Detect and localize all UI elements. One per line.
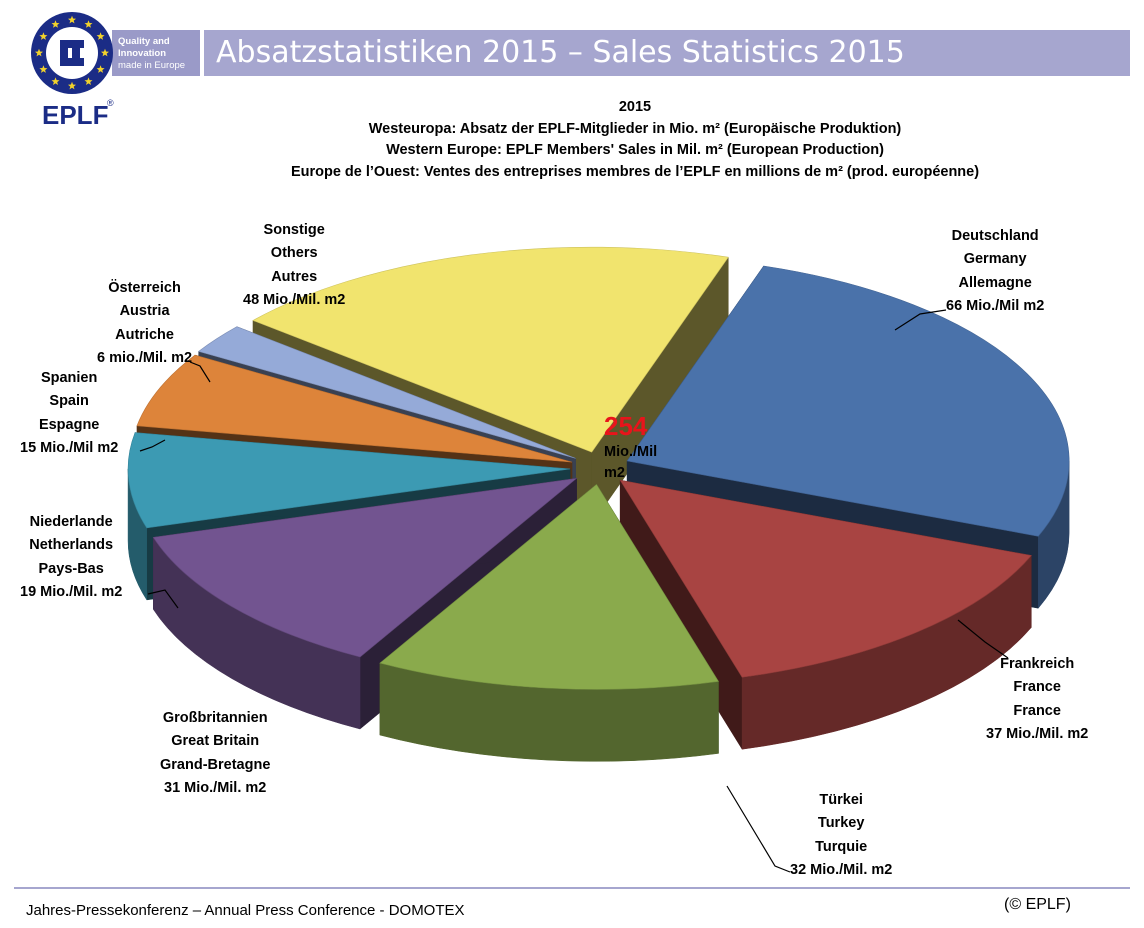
logo-registered-mark: ® <box>107 98 114 108</box>
logo-badge-line-2: Innovation <box>118 48 166 59</box>
total-unit: Mio./Mil m2 <box>604 444 658 481</box>
pie-slice-turkey <box>379 483 719 762</box>
logo-badge <box>112 30 200 76</box>
leader-turkey <box>726 785 791 873</box>
slice-label-line: Grand-Bretagne <box>160 756 271 773</box>
footer-divider <box>14 887 1130 889</box>
leader-austria <box>189 361 211 383</box>
logo-star-icon <box>51 77 60 85</box>
total-annotation: 254 Mio./Mil m2 <box>604 410 680 484</box>
logo-star-icon <box>96 32 105 40</box>
chart-title-de: Westeuropa: Absatz der EPLF-Mitglieder i… <box>368 120 902 137</box>
slice-label-great-britain: Großbritannien Great Britain Grand-Breta… <box>160 707 270 800</box>
leader-spain <box>139 439 166 452</box>
slice-label-france: Frankreich France France 37 Mio./Mil. m2 <box>986 653 1088 746</box>
slice-label-value: 6 mio./Mil. m2 <box>97 349 193 366</box>
slice-label-turkey: Türkei Turkey Turquie 32 Mio./Mil. m2 <box>790 789 892 882</box>
title-banner: Absatzstatistiken 2015 – Sales Statistic… <box>204 30 1130 76</box>
slice-label-value: 37 Mio./Mil. m2 <box>986 725 1089 742</box>
total-value: 254 <box>604 411 648 441</box>
footer-text: Jahres-Pressekonferenz – Annual Press Co… <box>26 902 465 919</box>
leader-netherlands <box>147 589 179 609</box>
pie-slice-france <box>619 479 1032 751</box>
logo-star-icon <box>84 77 93 85</box>
slice-label-value: 19 Mio./Mil. m2 <box>20 583 123 600</box>
pie-slice-top <box>127 432 571 529</box>
slice-label-line: Sonstige <box>263 222 325 238</box>
slice-label-value: 48 Mio./Mil. m2 <box>243 291 346 308</box>
copyright: (© EPLF) <box>1004 896 1071 913</box>
logo-star-icon <box>101 48 109 57</box>
chart-title-fr: Europe de l’Ouest: Ventes des entreprise… <box>290 163 980 180</box>
slice-label-value: 31 Mio./Mil. m2 <box>164 779 267 796</box>
slice-label-others: Sonstige Others Autres 48 Mio./Mil. m2 <box>243 219 345 312</box>
logo-star-icon <box>35 48 43 57</box>
chart-title-en: Western Europe: EPLF Members' Sales in M… <box>386 142 884 158</box>
logo-star-icon <box>39 32 48 40</box>
pie-slice-top <box>626 265 1070 537</box>
slice-label-line: Autres <box>271 268 318 285</box>
leader-germany <box>894 309 947 331</box>
slice-label-line: France <box>1013 702 1061 719</box>
slice-label-netherlands: Niederlande Netherlands Pays-Bas 19 Mio.… <box>20 511 122 604</box>
slice-label-line: Großbritannien <box>162 710 268 726</box>
slice-label-germany: Deutschland Germany Allemagne 66 Mio./Mi… <box>946 225 1044 318</box>
slice-label-value: 32 Mio./Mil. m2 <box>790 861 893 878</box>
slice-label-line: Austria <box>119 303 170 320</box>
slice-label-value: 15 Mio./Mil m2 <box>20 439 119 456</box>
logo-badge-line-1: Quality and <box>118 36 170 47</box>
slice-label-value: 66 Mio./Mil m2 <box>946 297 1045 314</box>
logo-star-icon <box>84 20 93 28</box>
slice-label-spain: Spanien Spain Espagne 15 Mio./Mil m2 <box>20 367 118 460</box>
slice-label-line: Spanien <box>40 370 98 386</box>
slice-label-line: Autriche <box>115 326 174 343</box>
logo-star-icon <box>68 15 76 24</box>
slice-label-line: Turquie <box>815 838 868 855</box>
slice-label-austria: Österreich Austria Autriche 6 mio./Mil. … <box>97 277 192 370</box>
slice-label-line: Netherlands <box>29 537 114 554</box>
slice-label-line: Allemagne <box>958 274 1032 291</box>
logo-brand: EPLF <box>42 100 108 130</box>
logo-star-icon <box>96 65 105 73</box>
page-title: Absatzstatistiken 2015 – Sales Statistic… <box>216 35 905 70</box>
slice-label-line: Spain <box>49 393 89 410</box>
logo-stars <box>35 15 109 90</box>
slice-label-line: Österreich <box>108 280 181 296</box>
slice-label-line: Deutschland <box>951 228 1039 244</box>
slice-label-line: Great Britain <box>171 733 260 750</box>
slice-label-line: Espagne <box>38 416 100 433</box>
slice-label-line: Frankreich <box>1000 656 1075 672</box>
slice-label-line: Türkei <box>819 792 863 808</box>
pie-slice-top <box>379 483 719 690</box>
logo-star-icon <box>68 81 76 90</box>
pie-slice-top <box>152 477 578 658</box>
logo-star-icon <box>51 20 60 28</box>
leader-france <box>957 619 1009 659</box>
logo-star-icon <box>39 65 48 73</box>
slice-label-line: Turkey <box>817 815 865 832</box>
pie-slice-top <box>252 246 729 453</box>
slice-label-line: Others <box>270 245 318 262</box>
slice-label-line: France <box>1013 679 1061 696</box>
pie-slice-top <box>619 479 1032 678</box>
chart-year: 2015 <box>618 99 652 115</box>
slice-label-line: Pays-Bas <box>38 560 104 577</box>
slice-label-line: Germany <box>963 251 1027 268</box>
eplf-logo: Quality and Innovation made in Europe EP… <box>31 12 200 130</box>
pie-slice-top <box>136 354 573 463</box>
chart-heading: 2015 Westeuropa: Absatz der EPLF-Mitglie… <box>230 97 1040 183</box>
slice-label-line: Niederlande <box>29 514 113 530</box>
pie-slice-top <box>197 326 576 459</box>
logo-emblem-icon <box>60 40 84 66</box>
logo-badge-line-3: made in Europe <box>118 60 185 71</box>
